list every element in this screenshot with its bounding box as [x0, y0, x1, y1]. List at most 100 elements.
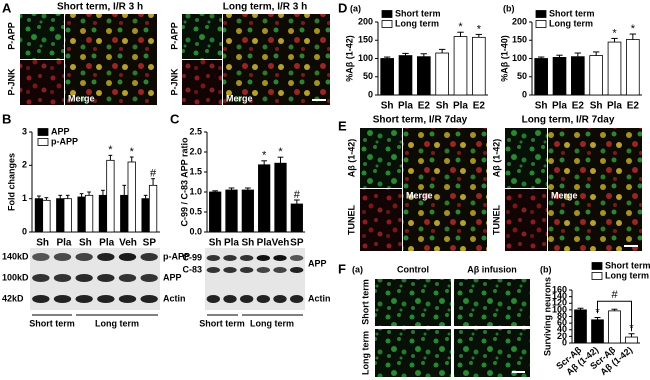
y-axis-label: Fold changes	[6, 153, 16, 211]
blot-band	[75, 253, 93, 261]
y-tick-label: 0	[522, 89, 527, 99]
x-tick-label: SP	[290, 238, 304, 249]
bar	[290, 203, 303, 233]
group-label: Short term	[29, 318, 75, 328]
y-tick-label: 2.5	[189, 126, 202, 136]
western-blot	[30, 248, 160, 310]
blot-background	[205, 248, 305, 310]
x-tick-label: Pla	[99, 238, 114, 249]
blot-band	[273, 295, 287, 303]
micrograph	[375, 279, 451, 326]
bar	[607, 41, 622, 96]
blot-band	[240, 267, 254, 273]
row-label: P-JNK	[169, 68, 179, 96]
legend-swatch	[37, 138, 49, 146]
western-blot	[205, 248, 305, 310]
x-tick-label: Sh	[436, 101, 449, 112]
significance-mark: *	[130, 146, 135, 158]
bar	[34, 198, 44, 233]
blot-band	[118, 274, 137, 282]
blot-bands	[32, 253, 158, 303]
bar	[225, 189, 238, 233]
bar	[209, 191, 222, 233]
micrograph	[65, 14, 157, 105]
y-axis-label: C-99 / C-83 APP ratio	[179, 137, 189, 227]
micrograph	[505, 189, 547, 251]
band-label: Actin	[163, 293, 186, 303]
bar	[591, 319, 604, 344]
row-label: Aβ (1-42)	[491, 139, 501, 178]
micrograph	[454, 329, 530, 377]
panel-sublabel: (b)	[540, 264, 552, 274]
blot-band	[75, 274, 93, 282]
bar	[63, 198, 72, 233]
blot-band	[32, 253, 50, 261]
panel-title: Long term, I/R 3 h	[223, 2, 307, 13]
blot-band	[256, 255, 271, 261]
panel-sublabel: (a)	[350, 3, 361, 13]
image-label: Merge	[226, 93, 253, 103]
x-tick-label: E2	[473, 101, 486, 112]
micrograph	[548, 128, 642, 251]
blot-band	[240, 295, 254, 303]
panel-letter: B	[2, 111, 11, 126]
x-tick-label: SP	[143, 238, 157, 249]
y-axis-label: %Aβ (1-40)	[499, 35, 509, 82]
legend-label: Long term	[605, 270, 649, 280]
micrograph	[403, 128, 487, 251]
x-tick-label: Pla	[453, 101, 468, 112]
bar	[274, 162, 287, 233]
legend-label: Short term	[395, 8, 441, 18]
image-label: Merge	[551, 190, 578, 200]
legend-label: p-APP	[51, 136, 78, 146]
blot-band	[118, 253, 137, 261]
y-tick-label: 160	[552, 284, 567, 294]
micrograph	[375, 329, 451, 377]
y-tick-label: 120	[552, 298, 567, 308]
y-tick-label: 80	[557, 311, 567, 321]
band-label: APP	[308, 258, 327, 268]
x-tick-label: Pla	[552, 101, 567, 112]
panel-letter: F	[338, 261, 346, 276]
y-tick-label: 0.5	[189, 206, 202, 216]
y-tick-label: 1.5	[189, 166, 202, 176]
bar	[241, 189, 254, 233]
y-tick-label: 60	[557, 318, 567, 328]
row-label: Long term	[360, 331, 370, 375]
x-tick-label: Sh	[381, 101, 394, 112]
bar	[98, 194, 108, 233]
x-tick-label: Pla	[224, 238, 239, 249]
y-tick-label: 0	[562, 337, 567, 347]
significance-mark: #	[150, 168, 157, 180]
blot-band	[140, 274, 158, 282]
y-tick-label: 100	[358, 53, 373, 63]
blot-band	[206, 295, 220, 303]
band-label: APP	[163, 272, 182, 282]
micrograph	[20, 60, 64, 105]
x-tick-label: Sh	[241, 238, 254, 249]
bar	[106, 159, 115, 233]
image-label: Merge	[406, 190, 433, 200]
x-tick-label: Veh	[119, 238, 137, 249]
legend-swatch	[37, 128, 49, 136]
bar	[574, 309, 587, 344]
blot-band	[223, 267, 237, 273]
panel-title: Short term, I/R 3 h	[57, 2, 143, 13]
bar	[56, 198, 65, 233]
y-tick-label: 3	[22, 126, 27, 136]
micrograph	[360, 189, 402, 251]
bar	[398, 55, 413, 96]
significance-mark: *	[108, 144, 113, 156]
y-tick-label: 1.0	[189, 186, 202, 196]
bar	[380, 58, 394, 96]
bar	[552, 57, 567, 96]
micrograph	[223, 14, 330, 105]
panel-title: Short term, I/R 7day	[373, 115, 468, 126]
band-label: C-83	[182, 264, 202, 274]
row-label: Aβ (1-42)	[346, 139, 356, 178]
mw-label: 140kD	[2, 251, 29, 261]
row-label: TUNEL	[491, 205, 501, 235]
row-label: Short term	[360, 279, 370, 325]
